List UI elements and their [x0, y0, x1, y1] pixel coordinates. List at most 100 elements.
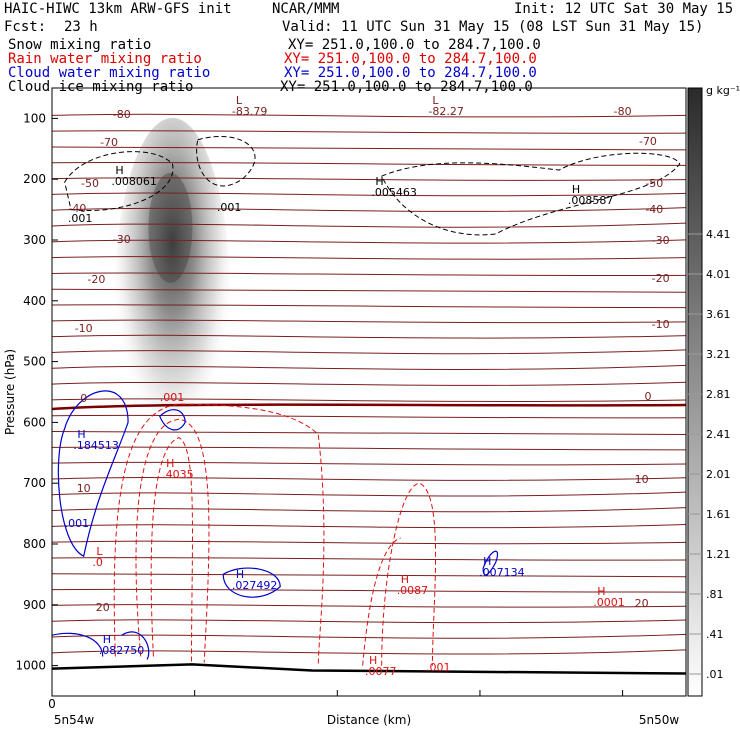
extremum-marker: H: [166, 457, 174, 470]
snow-mixing-ratio-plume: [114, 117, 231, 478]
isotherm-line: [51, 222, 687, 228]
extremum-value: .0: [92, 556, 103, 569]
y-tick-label: 200: [23, 172, 46, 186]
colorbar-level: 2.81: [706, 388, 731, 401]
extremum-value: .008587: [568, 194, 614, 207]
isotherm-line: [51, 381, 687, 386]
extremum-value: .005463: [371, 186, 417, 199]
x-axis-label: Distance (km): [327, 713, 411, 727]
isotherm-label: -50: [645, 177, 663, 190]
contour-value-label: .001: [68, 212, 93, 225]
field-name-cloud: Cloud water mixing ratio: [8, 65, 211, 81]
contour-value-label: .001: [65, 517, 90, 530]
snow-mixing-ratio-core: [148, 172, 193, 283]
extremum-marker: H: [115, 164, 123, 177]
extremum-value: -83.79: [232, 105, 267, 118]
extremum-marker: H: [236, 568, 244, 581]
extremum-marker: H: [369, 654, 377, 667]
y-axis-label: Pressure (hPa): [3, 349, 17, 435]
colorbar-level: 1.21: [706, 548, 731, 561]
isotherm-line: [51, 334, 687, 339]
init-time: Init: 12 UTC Sat 30 May 15: [514, 1, 734, 17]
extremum-value: .184513: [73, 439, 119, 452]
x-tick-right: 5n50w: [639, 713, 680, 727]
rain-water-contour: [381, 482, 437, 666]
isotherm-label: -80: [113, 108, 131, 121]
isotherm-label: -10: [652, 318, 670, 331]
extremum-value: -82.27: [428, 105, 463, 118]
field-name-snow: Snow mixing ratio: [8, 37, 152, 53]
colorbar-ramp: [687, 87, 703, 697]
isotherm-label: 0: [80, 392, 87, 405]
contour-value-label: .001: [426, 661, 451, 674]
y-tick-label: 700: [23, 476, 46, 490]
y-tick-label: 500: [23, 355, 46, 369]
isotherm-line: [51, 349, 687, 355]
model-title: HAIC-HIWC 13km ARW-GFS init: [4, 1, 232, 17]
extremum-marker: H: [77, 428, 85, 441]
isotherm-line: [51, 491, 687, 497]
cloud-water-contour: [222, 567, 281, 598]
isotherm-label: -70: [100, 136, 118, 149]
isotherm-line: [51, 272, 687, 277]
extremum-marker: H: [103, 633, 111, 646]
extremum-marker: H: [597, 585, 605, 598]
isotherm-line: [51, 588, 687, 593]
y-tick-label: 800: [23, 537, 46, 551]
rain-water-contour: [113, 403, 325, 666]
center-label: NCAR/MMM: [272, 1, 340, 17]
field-name-ice: Cloud ice mixing ratio: [8, 79, 194, 95]
isotherm-label: -70: [639, 135, 657, 148]
plot-frame: [51, 87, 687, 697]
forecast-label: Fcst:: [4, 19, 47, 35]
extremum-marker: H: [375, 175, 383, 188]
isotherm-line: [51, 477, 687, 481]
isotherm-line: [51, 113, 687, 118]
isotherm-label: 10: [77, 482, 91, 495]
extremum-value: .0087: [397, 584, 429, 597]
isotherm-line: [51, 604, 687, 608]
isotherm-label: -10: [75, 322, 93, 335]
isotherm-line: [51, 256, 687, 260]
isotherm-line: [51, 619, 687, 624]
isotherm-label: -50: [81, 177, 99, 190]
colorbar-level: .41: [706, 628, 724, 641]
x-tick-origin: 0: [48, 697, 56, 711]
extremum-value: .082750: [99, 644, 145, 657]
isotherm-line: [51, 540, 687, 545]
colorbar-level: 1.61: [706, 508, 731, 521]
y-tick-label: 600: [23, 415, 46, 429]
extremum-marker: H: [483, 555, 491, 568]
rain-water-contour: [135, 418, 210, 663]
isotherm-line: [51, 573, 687, 578]
cloud-ice-contour: [381, 152, 681, 236]
cloud-water-contour: [482, 550, 498, 576]
isotherm-label: -30: [113, 233, 131, 246]
extremum-value: .0001: [593, 596, 625, 609]
extremum-marker: H: [401, 573, 409, 586]
colorbar-level: 4.41: [706, 228, 731, 241]
isotherm-line: [51, 177, 687, 181]
colorbar-level: 2.41: [706, 428, 731, 441]
extremum-value: .0077: [365, 665, 397, 678]
rain-water-contour: [362, 537, 401, 666]
field-xy-snow: XY= 251.0,100.0 to 284.7,100.0: [288, 37, 541, 53]
isotherm-label: -40: [68, 202, 86, 215]
isotherm-line: [51, 633, 687, 639]
isotherm-line: [51, 130, 687, 134]
extremum-marker: L: [96, 545, 103, 558]
field-xy-rain: XY= 251.0,100.0 to 284.7,100.0: [284, 51, 537, 67]
colorbar-level: 2.01: [706, 468, 731, 481]
cloud-water-contour: [51, 632, 104, 657]
contour-value-label: .001: [217, 201, 242, 214]
extremum-marker: L: [432, 94, 439, 107]
y-tick-label: 300: [23, 233, 46, 247]
freezing-level-line: [51, 403, 687, 411]
extremum-value: .007134: [479, 566, 525, 579]
isotherm-line: [51, 557, 687, 561]
colorbar-level: 3.21: [706, 348, 731, 361]
isotherm-label: 0: [644, 390, 651, 403]
isotherm-line: [51, 319, 687, 324]
colorbar-level: 4.01: [706, 268, 731, 281]
cloud-ice-contour: [196, 135, 256, 187]
